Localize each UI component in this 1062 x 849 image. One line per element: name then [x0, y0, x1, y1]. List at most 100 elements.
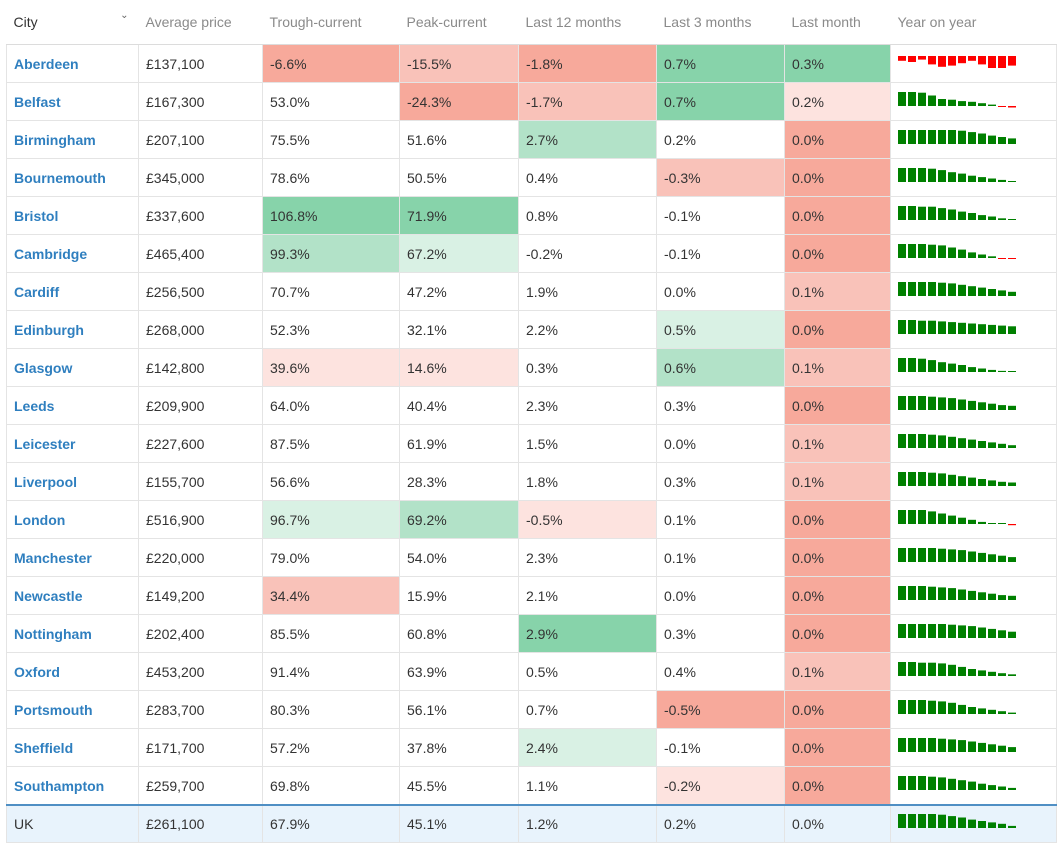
- sparkline-bar: [978, 478, 986, 486]
- city-link[interactable]: Leeds: [14, 397, 55, 414]
- header-average-price[interactable]: Average price: [138, 0, 263, 45]
- table-row: Oxford £453,200 91.4% 63.9% 0.5% 0.4% 0.1%: [6, 652, 1057, 691]
- last-12-months-cell: 2.3%: [518, 386, 657, 425]
- peak-current-cell: 71.9%: [399, 196, 519, 235]
- sparkline-bar: [938, 282, 946, 296]
- sparkline-bar: [898, 281, 906, 296]
- year-on-year-sparkline: [898, 357, 1016, 372]
- city-link[interactable]: Edinburgh: [14, 321, 84, 338]
- sparkline-bar: [968, 706, 976, 714]
- sparkline-bar: [938, 662, 946, 676]
- sparkline-bar: [918, 55, 926, 60]
- city-link[interactable]: Oxford: [14, 663, 60, 680]
- last-month-cell: 0.0%: [784, 120, 891, 159]
- city-link[interactable]: Liverpool: [14, 473, 78, 490]
- city-link[interactable]: Leicester: [14, 435, 76, 452]
- last-3-months-cell: 0.3%: [656, 386, 785, 425]
- trough-current-cell: -6.6%: [262, 44, 400, 83]
- sparkline-bar: [978, 323, 986, 334]
- sparkline-bar: [938, 586, 946, 600]
- last-month-cell: 0.0%: [784, 804, 891, 843]
- last-3-months-cell: 0.2%: [656, 120, 785, 159]
- sparkline-bar: [928, 814, 936, 828]
- header-year-on-year[interactable]: Year on year: [890, 0, 1057, 45]
- city-link[interactable]: Portsmouth: [14, 701, 93, 718]
- sparkline-bar: [978, 214, 986, 220]
- trough-current-cell: 57.2%: [262, 728, 400, 767]
- average-price-cell: £227,600: [138, 424, 263, 463]
- sparkline-bar: [918, 433, 926, 448]
- sparkline-bar: [968, 819, 976, 828]
- sparkline-bar: [908, 471, 916, 486]
- last-12-months-cell: 0.3%: [518, 348, 657, 387]
- header-trough-current[interactable]: Trough-current: [262, 0, 400, 45]
- sparkline-bar: [968, 668, 976, 676]
- peak-current-cell: -24.3%: [399, 82, 519, 121]
- city-link[interactable]: Aberdeen: [14, 55, 79, 72]
- city-link[interactable]: Birmingham: [14, 131, 96, 148]
- city-link[interactable]: Glasgow: [14, 359, 73, 376]
- chevron-down-icon[interactable]: ⌄: [120, 10, 129, 21]
- sparkline-bar: [948, 474, 956, 486]
- sparkline-bar: [918, 699, 926, 714]
- sparkline-bar: [988, 255, 996, 258]
- last-12-months-cell: 0.7%: [518, 690, 657, 729]
- city-cell: Southampton: [6, 766, 139, 806]
- city-link[interactable]: Bristol: [14, 207, 59, 224]
- last-month-cell: 0.0%: [784, 234, 891, 273]
- sparkline-bar: [948, 664, 956, 676]
- sparkline-bar: [918, 623, 926, 638]
- city-link[interactable]: Manchester: [14, 549, 92, 566]
- header-last-12-months[interactable]: Last 12 months: [518, 0, 657, 45]
- city-link[interactable]: Cambridge: [14, 245, 88, 262]
- peak-current-cell: 54.0%: [399, 538, 519, 577]
- city-link[interactable]: Southampton: [14, 777, 105, 794]
- trough-current-cell: 78.6%: [262, 158, 400, 197]
- city-cell: Belfast: [6, 82, 139, 121]
- sparkline-bar: [948, 55, 956, 66]
- sparkline-bar: [948, 321, 956, 334]
- trough-current-cell: 53.0%: [262, 82, 400, 121]
- trough-current-cell: 39.6%: [262, 348, 400, 387]
- sparkline-bar: [938, 548, 946, 562]
- sparkline-bar: [1008, 405, 1016, 410]
- city-link[interactable]: Nottingham: [14, 625, 92, 642]
- city-link[interactable]: Newcastle: [14, 587, 83, 604]
- city-link[interactable]: Bournemouth: [14, 169, 106, 186]
- sparkline-bar: [958, 549, 966, 562]
- sparkline-bar: [958, 779, 966, 790]
- sparkline-bar: [998, 823, 1006, 828]
- header-peak-current[interactable]: Peak-current: [399, 0, 519, 45]
- average-price-cell: £202,400: [138, 614, 263, 653]
- sparkline-bar: [998, 594, 1006, 600]
- peak-current-cell: 32.1%: [399, 310, 519, 349]
- sparkline-bar: [988, 743, 996, 752]
- sparkline-bar: [908, 281, 916, 296]
- city-link[interactable]: Sheffield: [14, 739, 74, 756]
- header-last-3-months[interactable]: Last 3 months: [656, 0, 785, 45]
- last-3-months-cell: 0.0%: [656, 424, 785, 463]
- sparkline-bar: [978, 627, 986, 638]
- trough-current-cell: 80.3%: [262, 690, 400, 729]
- header-city[interactable]: City ⌄: [6, 0, 139, 45]
- table-row: London £516,900 96.7% 69.2% -0.5% 0.1% 0.0%: [6, 500, 1057, 539]
- year-on-year-sparkline: [898, 319, 1016, 334]
- year-on-year-cell: [890, 424, 1057, 463]
- average-price-cell: £337,600: [138, 196, 263, 235]
- trough-current-cell: 85.5%: [262, 614, 400, 653]
- sparkline-bar: [948, 738, 956, 752]
- year-on-year-cell: [890, 196, 1057, 235]
- city-link[interactable]: Belfast: [14, 93, 61, 110]
- sparkline-bar: [978, 783, 986, 790]
- sparkline-bar: [938, 320, 946, 334]
- sparkline-bar: [898, 509, 906, 524]
- sparkline-bar: [928, 129, 936, 144]
- header-last-month[interactable]: Last month: [784, 0, 891, 45]
- city-link[interactable]: London: [14, 511, 66, 528]
- trough-current-cell: 75.5%: [262, 120, 400, 159]
- last-12-months-cell: 2.4%: [518, 728, 657, 767]
- city-link[interactable]: Cardiff: [14, 283, 60, 300]
- sparkline-bar: [948, 99, 956, 106]
- sparkline-bar: [908, 547, 916, 562]
